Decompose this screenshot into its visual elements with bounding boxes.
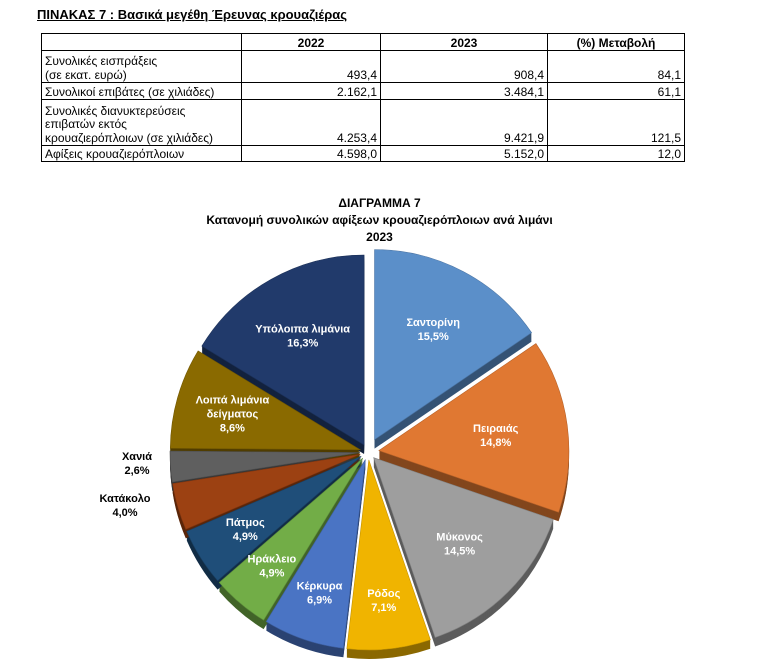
pie-slice [346,459,431,651]
row-label: Συνολικές εισπράξεις (σε εκατ. ευρώ) [41,50,242,83]
slice-percent: 4,9% [259,567,284,579]
slice-name: Μύκονος [436,532,483,544]
slice-name: Χανιά [122,451,152,463]
slice-percent: 7,1% [371,602,396,614]
pie-slices [169,249,570,651]
chart-subtitle: Κατανομή συνολικών αφίξεων κρουαζιερόπλο… [206,213,553,227]
row-label: Συνολικοί επιβάτες (σε χιλιάδες) [41,82,242,100]
slice-percent: 14,5% [444,546,475,558]
slice-name: Σαντορίνη [406,317,460,329]
pie-labels: Σαντορίνη 15,5% Πειραιάς 14,8% Μύκονος 14,5% Ρ… [99,317,518,614]
value-change: 12,0 [547,145,685,162]
pie-slice [265,459,366,649]
stats-table: 2022 2023 (%) Μεταβολή Συνολικές εισπράξ… [41,33,685,162]
slice-label: Ρόδος 7,1% [367,588,400,614]
slice-name: Λοιπά λιμάνια [196,394,270,406]
slice-name: Κατάκολο [99,493,150,505]
pie-slice [374,249,533,441]
table-row: Συνολικές διανυκτερεύσεις επιβατών εκτός… [41,99,685,146]
table-row: Αφίξεις κρουαζιερόπλοιων 4.598,0 5.152,0… [41,145,685,162]
slice-percent: 14,8% [480,437,511,449]
slice-name: Πειραιάς [473,423,519,435]
slice-label: Σαντορίνη 15,5% [406,317,460,343]
value-2022: 4.253,4 [241,99,381,146]
slice-percent: 4,0% [112,507,137,519]
slice-label: Κατάκολο 4,0% [99,493,150,519]
value-2022: 4.598,0 [241,145,381,162]
row-label: Συνολικές διανυκτερεύσεις επιβατών εκτός… [41,99,242,146]
table-title: ΠΙΝΑΚΑΣ 7 : Βασικά μεγέθη Έρευνας κρουαζ… [37,7,348,22]
slice-percent: 15,5% [418,331,449,343]
slice-name: δείγματος [207,408,259,420]
value-2023: 9.421,9 [380,99,548,146]
slice-label: Κέρκυρα 6,9% [297,581,343,607]
chart-title: ΔΙΑΓΡΑΜΜΑ 7 [338,196,421,210]
pie-slice [172,453,361,530]
slice-percent: 6,9% [307,595,332,607]
slice-percent: 4,9% [233,531,258,543]
pie-slice [186,455,362,582]
slice-label: Πειραιάς 14,8% [473,423,519,449]
pie-slice [218,457,364,621]
pie-slice [170,350,362,451]
slice-label: Μύκονος 14,5% [436,532,483,558]
pie-slice [378,343,570,513]
slice-label: Λοιπά λιμάνια δείγματος 8,6% [196,394,270,434]
pie-slice [201,254,365,446]
slice-label: Χανιά 2,6% [122,451,152,477]
slice-name: Κέρκυρα [297,581,343,593]
slice-percent: 16,3% [287,338,318,350]
chart-title-block: ΔΙΑΓΡΑΜΜΑ 7 Κατανομή συνολικών αφίξεων κ… [0,195,759,246]
slice-label: Πάτμος 4,9% [226,517,265,543]
slice-name: Ρόδος [367,588,400,600]
slice-name: Ηράκλειο [248,553,297,565]
table-row: Συνολικοί επιβάτες (σε χιλιάδες) 2.162,1… [41,82,685,100]
chart-year: 2023 [366,230,393,244]
value-change: 84,1 [547,50,685,83]
pie-slice [169,450,361,483]
slice-percent: 8,6% [220,422,245,434]
row-label: Αφίξεις κρουαζιερόπλοιων [41,145,242,162]
slice-label: Ηράκλειο 4,9% [248,553,297,579]
slice-name: Υπόλοιπα λιμάνια [255,324,350,336]
table-row: Συνολικές εισπράξεις (σε εκατ. ευρώ) 493… [41,50,685,83]
value-change: 121,5 [547,99,685,146]
value-2023: 5.152,0 [380,145,548,162]
pie-slice [373,457,554,638]
slice-label: Υπόλοιπα λιμάνια 16,3% [255,324,350,350]
slice-percent: 2,6% [124,465,149,477]
slice-name: Πάτμος [226,517,265,529]
